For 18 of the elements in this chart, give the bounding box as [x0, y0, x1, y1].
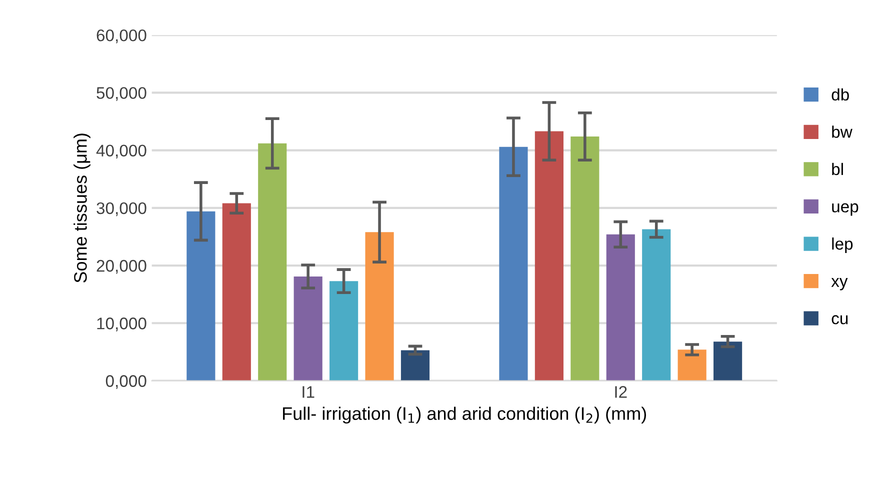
legend-label: uep — [832, 203, 858, 216]
y-tick-label: 30,000 — [96, 202, 146, 216]
y-tick-label: 20,000 — [96, 260, 146, 274]
y-tick-label: 60,000 — [96, 29, 146, 44]
y-axis-title: Some tissues (μm) — [74, 134, 90, 283]
legend-label: lep — [832, 237, 853, 254]
legend-label: cu — [832, 315, 848, 324]
x-tick-label: I1 — [302, 386, 314, 398]
y-tick-label: 50,000 — [96, 87, 146, 101]
legend-label: bw — [832, 126, 852, 138]
legend-label: xy — [831, 278, 848, 290]
x-tick-label: I2 — [615, 386, 627, 398]
legend-label: db — [832, 88, 849, 101]
x-axis-title: Full- irrigation (I$_{1}$) and arid condition (I$_{2}$) (mm) — [283, 406, 646, 424]
y-tick-label: 10,000 — [97, 318, 146, 332]
y-tick-label: 40,000 — [96, 144, 146, 158]
y-tick-label: 0,000 — [106, 375, 146, 389]
legend-label: bl — [832, 162, 843, 176]
